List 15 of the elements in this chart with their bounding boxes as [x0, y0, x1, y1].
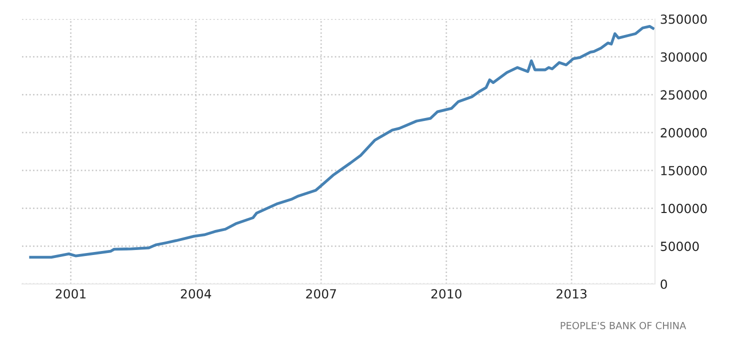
- y-tick-label: 350000: [660, 14, 707, 24]
- x-tick-label: 2013: [556, 289, 586, 299]
- y-tick-label: 100000: [661, 204, 707, 214]
- y-tick-label: 150000: [661, 166, 707, 176]
- y-tick-label: 300000: [660, 52, 707, 62]
- y-tick-label: 50000: [660, 242, 699, 252]
- text: PEOPLE'S BANK OF CHINA: [560, 322, 686, 330]
- y-tick-label: 0: [660, 279, 667, 289]
- x-tick-label: 2004: [180, 289, 212, 299]
- line-series: [29, 24, 654, 259]
- y-tick-label: 250000: [660, 90, 707, 100]
- y-tick-label: 200000: [660, 128, 707, 138]
- x-tick-label: 2007: [306, 289, 336, 299]
- x-tick-label: 2001: [56, 289, 86, 299]
- x-tick-label: 2010: [431, 289, 462, 299]
